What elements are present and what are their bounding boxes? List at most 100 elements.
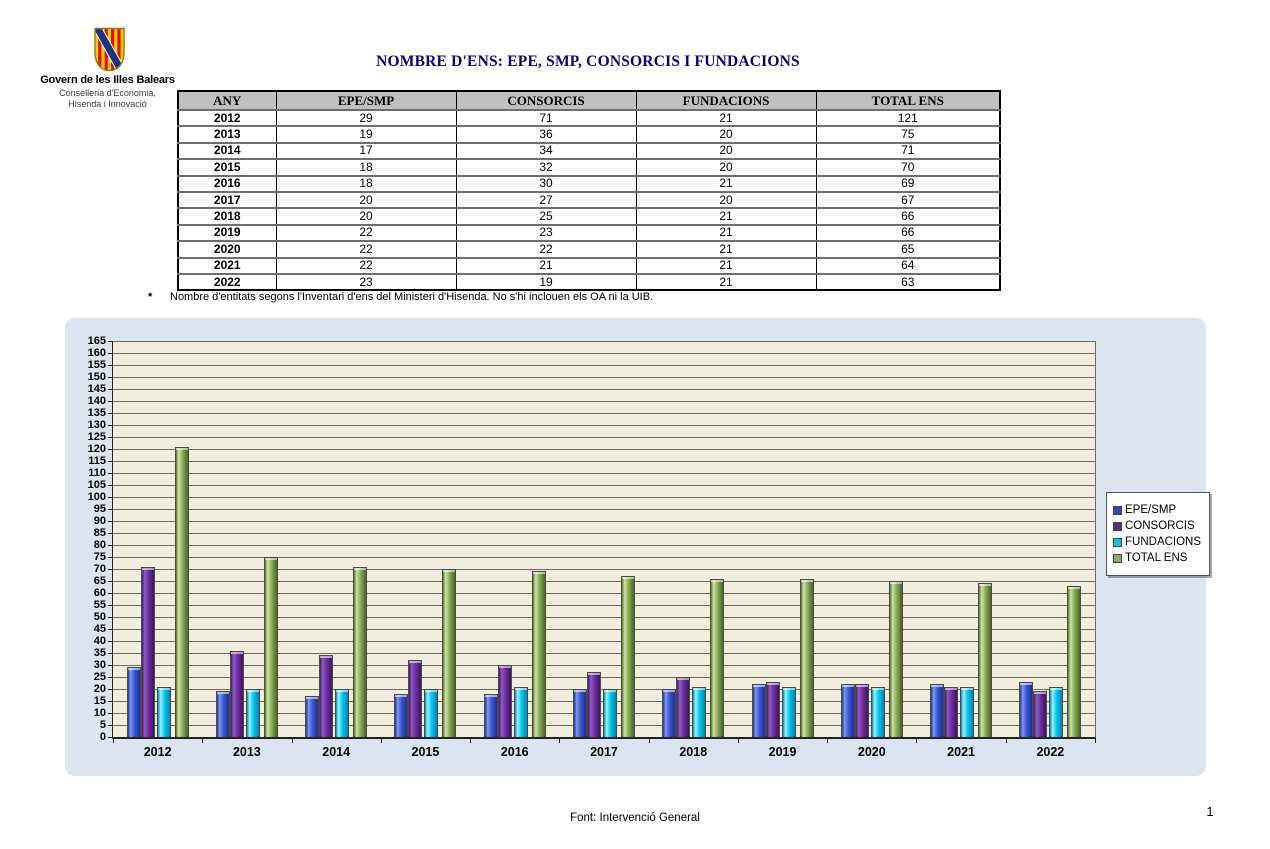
legend-label: TOTAL ENS [1125, 552, 1188, 564]
table-cell: 30 [455, 175, 637, 192]
bar-group-2022 [1006, 341, 1095, 737]
chart-bar [765, 682, 780, 737]
table-cell: 22 [275, 241, 457, 258]
table-cell: 2014 [177, 142, 277, 160]
footnote-marker: * [148, 291, 153, 303]
chart-bar [394, 694, 409, 737]
y-axis-tick-label: 30 [93, 659, 106, 671]
chart-bar [442, 569, 457, 737]
table-cell: 21 [635, 273, 817, 291]
table-cell: 21 [635, 224, 817, 242]
chart-bar [781, 687, 796, 737]
table-cell: 21 [635, 208, 817, 225]
table-cell: 2017 [177, 191, 277, 209]
chart-bar [888, 581, 903, 737]
table-cell: 34 [455, 142, 637, 160]
legend-color-swatch [1113, 505, 1122, 515]
table-cell: 20 [275, 208, 457, 225]
y-axis-tick-label: 150 [87, 371, 106, 383]
chart-bar [305, 696, 320, 737]
table-row: 2018 20 25 21 66 [177, 208, 1001, 225]
chart-bar [662, 689, 677, 737]
y-axis-tick-label: 120 [87, 443, 106, 455]
x-axis-tick [1006, 739, 1007, 743]
chart-bar [978, 583, 993, 737]
x-axis-category-label: 2016 [500, 745, 529, 759]
chart-legend: EPE/SMP CONSORCIS FUNDACIONS TOTAL ENS [1106, 492, 1211, 576]
table-cell: 21 [635, 175, 817, 192]
legend-label: CONSORCIS [1125, 520, 1195, 532]
table-cell: 32 [455, 159, 637, 176]
x-axis-category-label: 2018 [679, 745, 708, 759]
table-row: 2015 18 32 20 70 [177, 159, 1001, 176]
bar-group-2012 [113, 341, 202, 737]
table-cell: 2013 [177, 126, 277, 143]
x-axis-category-label: 2014 [322, 745, 351, 759]
x-axis-tick [649, 739, 650, 743]
chart-bar [497, 665, 512, 737]
chart-bar [319, 655, 334, 737]
chart-bar [1067, 586, 1082, 737]
source-note: Font: Intervenció General [570, 812, 700, 824]
chart-bar [799, 579, 814, 737]
y-axis-tick-label: 0 [99, 731, 106, 743]
table-cell: 2020 [177, 241, 277, 258]
table-cell: 65 [815, 241, 1001, 258]
table-cell: 21 [635, 257, 817, 274]
org-department-line1: Conselleria d'Economia, [59, 88, 156, 98]
footnote-text: Nombre d'entitats segons l'Inventari d'e… [170, 291, 654, 303]
legend-item: TOTAL ENS [1113, 552, 1201, 564]
y-axis-tick-label: 60 [93, 587, 106, 599]
table-cell: 2021 [177, 257, 277, 274]
table-cell: 2018 [177, 208, 277, 225]
table-cell: 64 [815, 257, 1001, 274]
y-axis-tick-label: 140 [87, 395, 106, 407]
y-axis-tick-label: 35 [93, 647, 106, 659]
bar-group-2017 [559, 341, 648, 737]
chart-bar [531, 571, 546, 737]
table-cell: 29 [275, 110, 457, 127]
y-axis-tick-label: 130 [87, 419, 106, 431]
table-cell: 20 [635, 126, 817, 143]
y-axis-tick-label: 15 [93, 695, 106, 707]
chart-bar [424, 689, 439, 737]
table-cell: 18 [275, 159, 457, 176]
y-axis-tick-label: 55 [93, 599, 106, 611]
x-axis-tick [916, 739, 917, 743]
table-row: 2017 20 27 20 67 [177, 191, 1001, 209]
y-axis-tick-label: 75 [93, 551, 106, 563]
table-column-header: FUNDACIONS [635, 90, 817, 111]
table-cell: 25 [455, 208, 637, 225]
y-axis-tick-label: 145 [87, 383, 106, 395]
x-axis-tick [470, 739, 471, 743]
data-table: ANY EPE/SMP CONSORCIS FUNDACIONS TOTAL ENS 2… [177, 90, 1001, 292]
x-axis-tick [559, 739, 560, 743]
table-column-header: ANY [177, 90, 277, 111]
chart-panel: 165 160 155 150 145 140 135 130 125 120 115 110 105 1… [65, 318, 1211, 776]
chart-bar [408, 660, 423, 737]
chart-bar [1019, 682, 1034, 737]
table-cell: 66 [815, 208, 1001, 225]
chart-bar [602, 689, 617, 737]
x-axis-category-label: 2019 [768, 745, 797, 759]
chart-bar [215, 691, 230, 737]
govern-illes-balears-shield-icon [94, 27, 125, 72]
x-axis-category-label: 2020 [857, 745, 886, 759]
table-cell: 36 [455, 126, 637, 143]
chart-bar [586, 672, 601, 737]
y-axis-tick-label: 115 [88, 455, 106, 467]
table-cell: 2012 [177, 110, 277, 127]
table-cell: 23 [275, 273, 457, 291]
table-cell: 22 [275, 257, 457, 274]
bar-group-2020 [827, 341, 916, 737]
table-row: 2014 17 34 20 71 [177, 142, 1001, 160]
table-row: 2012 29 71 21 121 [177, 110, 1001, 127]
table-cell: 71 [455, 110, 637, 127]
table-cell: 20 [635, 159, 817, 176]
chart-bar [840, 684, 855, 737]
y-axis-tick-label: 80 [93, 539, 106, 551]
y-axis-tick-label: 40 [93, 635, 106, 647]
chart-bar [854, 684, 869, 737]
table-cell: 22 [455, 241, 637, 258]
